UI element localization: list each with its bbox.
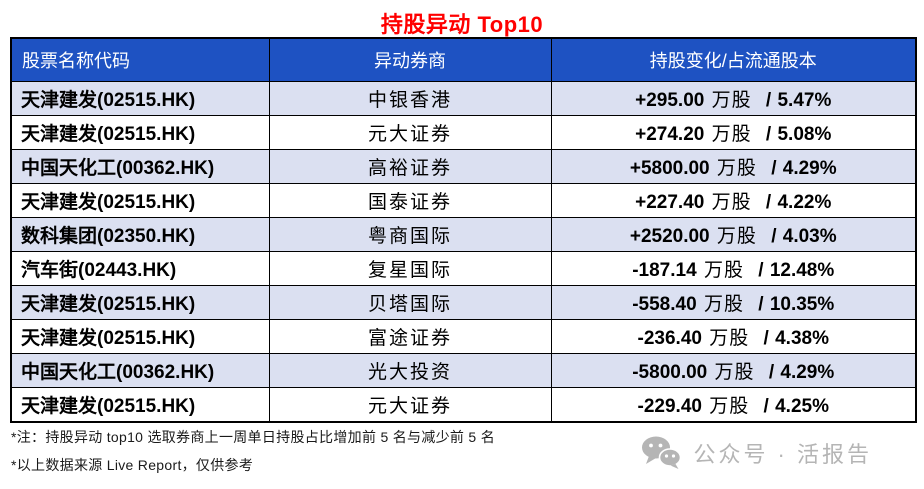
shares-change-value: -558.40 bbox=[632, 294, 697, 315]
table-row: 数科集团(02350.HK) 粤商国际 +2520.00 万股 / 4.03% bbox=[10, 217, 917, 252]
shares-change-value: -5800.00 bbox=[632, 362, 708, 383]
broker-cell: 元大证券 bbox=[268, 387, 552, 423]
shares-unit-label: 万股 bbox=[703, 294, 744, 315]
shares-unit-label: 万股 bbox=[714, 362, 755, 383]
broker-cell: 高裕证券 bbox=[268, 149, 552, 184]
table-row: 汽车街(02443.HK) 复星国际 -187.14 万股 / 12.48% bbox=[10, 251, 917, 286]
stock-name-cell: 数科集团(02350.HK) bbox=[10, 217, 270, 252]
change-cell: +227.40 万股 / 4.22% bbox=[550, 183, 917, 218]
percent-of-float: 5.47% bbox=[777, 90, 832, 111]
shares-unit-label: 万股 bbox=[711, 192, 752, 213]
page-title: 持股异动 Top10 bbox=[380, 12, 544, 37]
wechat-icon bbox=[641, 436, 682, 469]
separator-slash: / bbox=[765, 90, 772, 111]
footnotes: *注：持股异动 top10 选取券商上一周单日持股占比增加前 5 名与减少前 5… bbox=[11, 429, 495, 485]
separator-slash: / bbox=[768, 362, 775, 383]
stock-name-cell: 天津建发(02515.HK) bbox=[10, 285, 270, 320]
table-row: 天津建发(02515.HK) 贝塔国际 -558.40 万股 / 10.35% bbox=[10, 285, 917, 320]
note-data-source: *以上数据来源 Live Report，仅供参考 bbox=[11, 457, 254, 473]
shares-change-value: -229.40 bbox=[637, 396, 702, 417]
stock-name-cell: 天津建发(02515.HK) bbox=[10, 183, 270, 218]
col-header-change: 持股变化/占流通股本 bbox=[550, 37, 917, 82]
table-row: 天津建发(02515.HK) 富途证券 -236.40 万股 / 4.38% bbox=[10, 319, 917, 354]
percent-of-float: 5.08% bbox=[777, 124, 832, 145]
broker-cell: 中银香港 bbox=[268, 81, 552, 116]
stock-name-cell: 中国天化工(00362.HK) bbox=[10, 149, 270, 184]
separator-slash: / bbox=[763, 396, 769, 417]
change-cell: +274.20 万股 / 5.08% bbox=[550, 115, 917, 150]
shares-change-value: -187.14 bbox=[632, 260, 697, 281]
separator-slash: / bbox=[771, 158, 777, 179]
percent-of-float: 12.48% bbox=[769, 260, 835, 281]
stock-name-cell: 天津建发(02515.HK) bbox=[10, 81, 270, 116]
holdings-change-table: 股票名称代码 异动券商 持股变化/占流通股本 天津建发(02515.HK) 中银… bbox=[10, 37, 917, 423]
table-row: 中国天化工(00362.HK) 光大投资 -5800.00 万股 / 4.29% bbox=[10, 353, 917, 388]
change-cell: -229.40 万股 / 4.25% bbox=[550, 387, 917, 423]
change-cell: -558.40 万股 / 10.35% bbox=[550, 285, 917, 320]
table-header-row: 股票名称代码 异动券商 持股变化/占流通股本 bbox=[10, 37, 917, 82]
shares-unit-label: 万股 bbox=[716, 158, 757, 179]
table-row: 天津建发(02515.HK) 元大证券 -229.40 万股 / 4.25% bbox=[10, 387, 917, 423]
separator-slash: / bbox=[758, 294, 764, 315]
shares-unit-label: 万股 bbox=[716, 226, 757, 247]
wechat-watermark: 公众号 · 活报告 bbox=[641, 436, 872, 469]
broker-cell: 富途证券 bbox=[268, 319, 552, 354]
col-header-stock: 股票名称代码 bbox=[10, 37, 270, 82]
percent-of-float: 4.03% bbox=[782, 226, 837, 247]
stock-name-cell: 天津建发(02515.HK) bbox=[10, 319, 270, 354]
shares-unit-label: 万股 bbox=[703, 260, 744, 281]
broker-cell: 贝塔国际 bbox=[268, 285, 552, 320]
shares-change-value: +2520.00 bbox=[629, 226, 710, 247]
table-row: 天津建发(02515.HK) 元大证券 +274.20 万股 / 5.08% bbox=[10, 115, 917, 150]
note-methodology: *注：持股异动 top10 选取券商上一周单日持股占比增加前 5 名与减少前 5… bbox=[11, 429, 495, 445]
change-cell: -187.14 万股 / 12.48% bbox=[550, 251, 917, 286]
separator-slash: / bbox=[765, 192, 772, 213]
percent-of-float: 4.22% bbox=[777, 192, 832, 213]
change-cell: -236.40 万股 / 4.38% bbox=[550, 319, 917, 354]
wechat-account-label: 公众号 · 活报告 bbox=[693, 441, 872, 467]
shares-unit-label: 万股 bbox=[711, 124, 752, 145]
percent-of-float: 10.35% bbox=[769, 294, 835, 315]
table-body: 天津建发(02515.HK) 中银香港 +295.00 万股 / 5.47% 天… bbox=[10, 81, 917, 423]
stock-name-cell: 汽车街(02443.HK) bbox=[10, 251, 270, 286]
table-row: 天津建发(02515.HK) 中银香港 +295.00 万股 / 5.47% bbox=[10, 81, 917, 116]
shares-unit-label: 万股 bbox=[709, 396, 750, 417]
shares-change-value: +5800.00 bbox=[629, 158, 710, 179]
percent-of-float: 4.29% bbox=[780, 362, 835, 383]
stock-name-cell: 天津建发(02515.HK) bbox=[10, 115, 270, 150]
shares-change-value: +274.20 bbox=[635, 124, 705, 145]
change-cell: +5800.00 万股 / 4.29% bbox=[550, 149, 917, 184]
separator-slash: / bbox=[771, 226, 777, 247]
change-cell: +295.00 万股 / 5.47% bbox=[550, 81, 917, 116]
stock-name-cell: 天津建发(02515.HK) bbox=[10, 387, 270, 423]
change-cell: +2520.00 万股 / 4.03% bbox=[550, 217, 917, 252]
broker-cell: 元大证券 bbox=[268, 115, 552, 150]
broker-cell: 复星国际 bbox=[268, 251, 552, 286]
percent-of-float: 4.29% bbox=[782, 158, 837, 179]
separator-slash: / bbox=[765, 124, 772, 145]
change-cell: -5800.00 万股 / 4.29% bbox=[550, 353, 917, 388]
shares-unit-label: 万股 bbox=[711, 90, 752, 111]
separator-slash: / bbox=[763, 328, 769, 349]
table-row: 天津建发(02515.HK) 国泰证券 +227.40 万股 / 4.22% bbox=[10, 183, 917, 218]
shares-change-value: -236.40 bbox=[637, 328, 702, 349]
shares-change-value: +227.40 bbox=[635, 192, 705, 213]
col-header-broker: 异动券商 bbox=[268, 37, 552, 82]
table-row: 中国天化工(00362.HK) 高裕证券 +5800.00 万股 / 4.29% bbox=[10, 149, 917, 184]
shares-change-value: +295.00 bbox=[635, 90, 705, 111]
separator-slash: / bbox=[758, 260, 764, 281]
percent-of-float: 4.25% bbox=[775, 396, 829, 417]
broker-cell: 粤商国际 bbox=[268, 217, 552, 252]
percent-of-float: 4.38% bbox=[775, 328, 829, 349]
broker-cell: 国泰证券 bbox=[268, 183, 552, 218]
shares-unit-label: 万股 bbox=[709, 328, 750, 349]
broker-cell: 光大投资 bbox=[268, 353, 552, 388]
stock-name-cell: 中国天化工(00362.HK) bbox=[10, 353, 270, 388]
